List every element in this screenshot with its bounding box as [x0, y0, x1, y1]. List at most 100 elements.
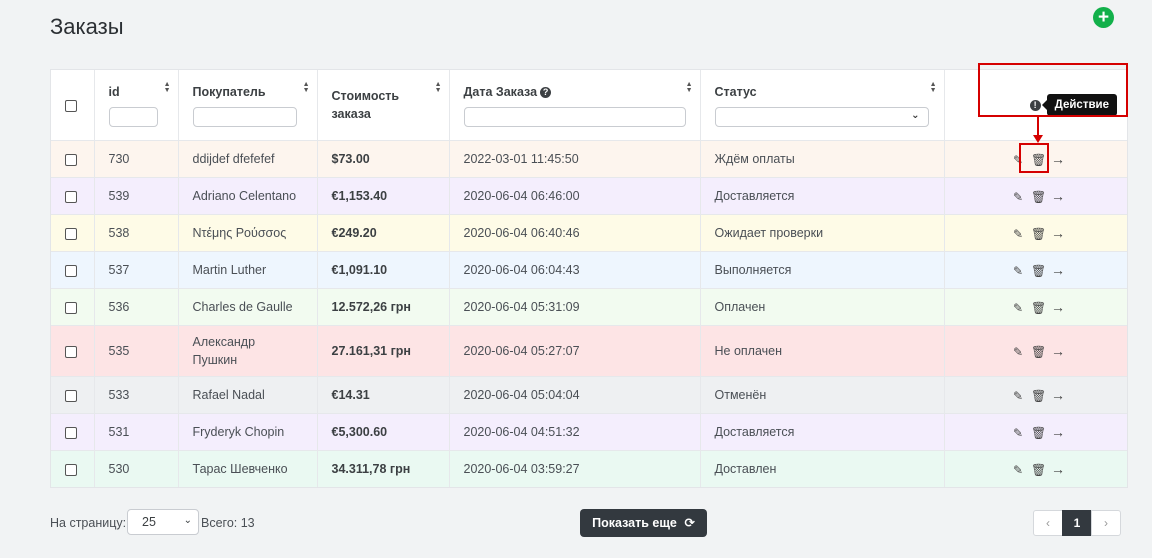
edit-icon[interactable]: ✎	[1012, 426, 1024, 440]
trash-icon[interactable]: 🗑︎	[1031, 389, 1047, 403]
order-status: Доставлен	[700, 450, 945, 487]
edit-icon[interactable]: ✎	[1012, 153, 1024, 167]
arrow-right-icon[interactable]: →	[1051, 262, 1065, 278]
pagination-page-1[interactable]: 1	[1062, 510, 1092, 536]
trash-icon[interactable]: 🗑︎	[1031, 190, 1047, 204]
row-checkbox[interactable]	[65, 153, 77, 166]
trash-icon[interactable]: 🗑︎	[1031, 345, 1047, 359]
column-header-id[interactable]: id ▲ ▼	[94, 70, 179, 141]
question-circle-icon: ?	[540, 87, 552, 98]
row-actions: ✎ 🗑︎ →	[944, 177, 1127, 215]
column-header-customer[interactable]: Покупатель ▲ ▼	[178, 70, 318, 141]
customer-cell: ddijdef dfefefef	[178, 140, 318, 178]
row-actions: ✎ 🗑︎ →	[944, 413, 1127, 451]
per-page-select[interactable]: 25 ⌄	[127, 509, 199, 535]
edit-icon[interactable]: ✎	[1012, 190, 1024, 204]
column-header-date[interactable]: Дата Заказа? ▲ ▼	[449, 70, 701, 141]
table-row[interactable]: 539 Adriano Celentano €1,153.40 2020-06-…	[51, 177, 1127, 215]
edit-icon[interactable]: ✎	[1012, 345, 1024, 359]
order-cost: 27.161,31 грн	[317, 325, 450, 377]
table-row[interactable]: 537 Martin Luther €1,091.10 2020-06-04 0…	[51, 251, 1127, 289]
trash-icon[interactable]: 🗑︎	[1031, 153, 1047, 167]
info-icon[interactable]: !	[1029, 99, 1041, 111]
add-order-button[interactable]: +	[1093, 7, 1114, 28]
order-date: 2020-06-04 06:40:46	[449, 214, 701, 252]
order-status: Доставляется	[700, 177, 945, 215]
order-id: 537	[94, 251, 179, 289]
select-all-checkbox[interactable]	[65, 99, 77, 112]
trash-icon[interactable]: 🗑︎	[1031, 227, 1047, 241]
filter-input-id[interactable]	[108, 107, 158, 127]
order-id: 530	[94, 450, 179, 487]
customer-cell: Charles de Gaulle	[178, 288, 318, 326]
row-select-cell	[51, 140, 95, 178]
arrow-right-icon[interactable]: →	[1051, 225, 1065, 241]
trash-icon[interactable]: 🗑︎	[1031, 463, 1047, 477]
order-cost: €14.31	[317, 376, 450, 414]
row-checkbox[interactable]	[65, 227, 77, 240]
orders-table: id ▲ ▼ Покупатель ▲ ▼ Стоимость заказа ▲ ▼ …	[50, 69, 1128, 488]
table-row[interactable]: 536 Charles de Gaulle 12.572,26 грн 2020…	[51, 288, 1127, 326]
per-page-value: 25	[142, 515, 156, 529]
arrow-right-icon[interactable]: →	[1051, 387, 1065, 403]
order-cost: €1,091.10	[317, 251, 450, 289]
row-checkbox[interactable]	[65, 264, 77, 277]
order-cost: €1,153.40	[317, 177, 450, 215]
row-checkbox[interactable]	[65, 345, 77, 358]
order-date: 2022-03-01 11:45:50	[449, 140, 701, 178]
edit-icon[interactable]: ✎	[1012, 227, 1024, 241]
edit-icon[interactable]: ✎	[1012, 301, 1024, 315]
order-date: 2020-06-04 05:31:09	[449, 288, 701, 326]
arrow-right-icon[interactable]: →	[1051, 151, 1065, 167]
filter-input-date[interactable]	[463, 107, 686, 127]
edit-icon[interactable]: ✎	[1012, 389, 1024, 403]
column-header-status[interactable]: Статус ⌄ ▲ ▼	[700, 70, 945, 141]
trash-icon[interactable]: 🗑︎	[1031, 301, 1047, 315]
show-more-button[interactable]: Показать еще ⟳	[580, 509, 707, 537]
edit-icon[interactable]: ✎	[1012, 264, 1024, 278]
table-row[interactable]: 538 Ντέμης Ρούσσος €249.20 2020-06-04 06…	[51, 214, 1127, 252]
column-header-cost[interactable]: Стоимость заказа ▲ ▼	[317, 70, 450, 141]
table-row[interactable]: 531 Fryderyk Chopin €5,300.60 2020-06-04…	[51, 413, 1127, 451]
row-checkbox[interactable]	[65, 463, 77, 476]
row-checkbox[interactable]	[65, 301, 77, 314]
table-row[interactable]: 730 ddijdef dfefefef $73.00 2022-03-01 1…	[51, 140, 1127, 178]
customer-name: Rafael Nadal	[192, 388, 265, 402]
trash-icon[interactable]: 🗑︎	[1031, 264, 1047, 278]
customer-name: Ντέμης Ρούσσος	[192, 226, 287, 240]
table-row[interactable]: 533 Rafael Nadal €14.31 2020-06-04 05:04…	[51, 376, 1127, 414]
order-id: 538	[94, 214, 179, 252]
sort-icon[interactable]: ▲ ▼	[302, 81, 310, 94]
table-row[interactable]: 530 Тарас Шевченко 34.311,78 грн 2020-06…	[51, 450, 1127, 487]
sort-icon[interactable]: ▲ ▼	[434, 81, 442, 94]
pagination-next[interactable]: ›	[1091, 510, 1121, 536]
customer-name: Fryderyk Chopin	[192, 425, 285, 439]
row-checkbox[interactable]	[65, 190, 77, 203]
filter-input-customer[interactable]	[192, 107, 297, 127]
edit-icon[interactable]: ✎	[1012, 463, 1024, 477]
arrow-right-icon[interactable]: →	[1051, 424, 1065, 440]
customer-name: Charles de Gaulle	[192, 300, 293, 314]
sort-icon[interactable]: ▲ ▼	[685, 81, 693, 94]
sort-icon[interactable]: ▲ ▼	[163, 81, 171, 94]
pagination-prev[interactable]: ‹	[1033, 510, 1063, 536]
sort-icon[interactable]: ▲ ▼	[929, 81, 937, 94]
arrow-right-icon[interactable]: →	[1051, 188, 1065, 204]
column-label-date: Дата Заказа?	[464, 83, 686, 101]
table-row[interactable]: 535 Александр Пушкин 27.161,31 грн 2020-0…	[51, 325, 1127, 377]
order-status: Ждём оплаты	[700, 140, 945, 178]
order-date: 2020-06-04 05:04:04	[449, 376, 701, 414]
order-id: 533	[94, 376, 179, 414]
order-status: Оплачен	[700, 288, 945, 326]
filter-select-status[interactable]: ⌄	[714, 107, 929, 127]
trash-icon[interactable]: 🗑︎	[1031, 426, 1047, 440]
row-select-cell	[51, 288, 95, 326]
order-cost: €5,300.60	[317, 413, 450, 451]
arrow-right-icon[interactable]: →	[1051, 461, 1065, 477]
row-checkbox[interactable]	[65, 389, 77, 402]
select-all-cell	[51, 70, 95, 141]
row-checkbox[interactable]	[65, 426, 77, 439]
arrow-right-icon[interactable]: →	[1051, 343, 1065, 359]
column-label-status: Статус	[714, 85, 757, 99]
arrow-right-icon[interactable]: →	[1051, 299, 1065, 315]
